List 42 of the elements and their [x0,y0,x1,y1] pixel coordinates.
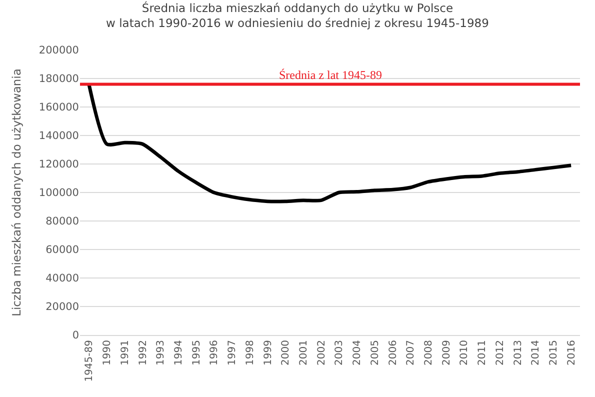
x-tick-label: 2011 [477,340,488,366]
x-tick-label: 2000 [280,340,292,366]
x-tick-label: 2010 [459,340,470,366]
x-tick-label: 1996 [209,340,220,366]
y-tick-label: 20000 [46,301,79,314]
ref-line-label: Średnia z lat 1945-89 [279,68,382,82]
y-tick-label: 200000 [38,44,79,57]
x-tick-label: 1994 [173,340,184,366]
y-tick-label: 140000 [38,130,79,142]
x-tick-label: 2004 [352,340,364,366]
x-tick-label: 2005 [370,340,381,366]
x-tick-label: 2001 [298,340,310,366]
y-tick-label: 80000 [46,216,79,228]
x-tick-label: 2013 [512,340,524,366]
x-tick-label: 2016 [566,340,578,366]
x-tick-label: 1991 [120,340,131,366]
y-tick-label: 100000 [38,187,79,200]
x-tick-label: 1999 [262,340,274,366]
x-tick-label: 2002 [316,340,328,366]
x-tick-label: 2003 [334,340,346,366]
y-axis-title: Liczba mieszkań oddanych do użytkowania [9,68,24,316]
x-tick-label: 2007 [406,340,417,366]
x-tick-label: 1992 [138,340,149,366]
x-tick-label: 1995 [191,340,202,366]
x-tick-label: 2012 [494,340,506,366]
x-tick-label: 2009 [441,340,452,366]
x-tick-label: 1997 [227,340,238,366]
x-tick-label: 2006 [388,340,399,366]
y-tick-label: 60000 [46,244,79,256]
y-tick-label: 0 [72,330,79,342]
x-tick-label: 1945-89 [84,340,96,382]
x-tick-label: 2015 [548,340,560,366]
x-tick-label: 2008 [423,340,434,366]
chart-title: Średnia liczba mieszkań oddanych do użytku w Polsce w latach 1990-2016 w odniesieniu do średniej z okresu 1945-1989 [106,0,489,30]
y-tick-label: 120000 [38,158,79,171]
y-tick-label: 160000 [38,102,79,114]
x-tick-label: 2014 [530,340,542,366]
x-tick-label: 1998 [244,340,256,366]
y-tick-label: 180000 [38,73,79,86]
x-tick-label: 1993 [156,340,167,366]
y-tick-label: 40000 [46,272,79,285]
x-tick-label: 1990 [102,340,114,366]
